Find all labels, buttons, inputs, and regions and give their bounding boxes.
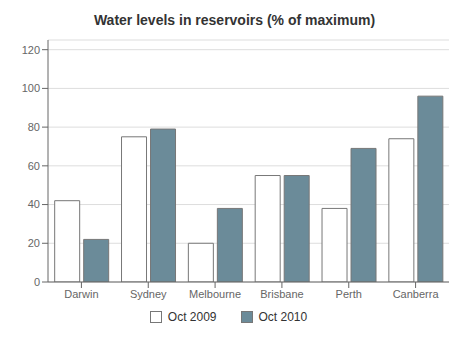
svg-text:20: 20 xyxy=(28,237,40,249)
svg-text:Melbourne: Melbourne xyxy=(189,288,241,300)
svg-text:0: 0 xyxy=(34,276,40,288)
html-text:Oct 2009: Oct 2009 xyxy=(167,310,217,324)
html-text:Water levels in reservoirs (%: Water levels in reservoirs (% of maximum… xyxy=(93,12,376,28)
svg-text:Canberra: Canberra xyxy=(393,288,440,300)
svg-text:120: 120 xyxy=(22,44,40,56)
svg-text:60: 60 xyxy=(28,160,40,172)
svg-text:80: 80 xyxy=(28,121,40,133)
svg-text:Sydney: Sydney xyxy=(130,288,167,300)
html-text:Oct 2010: Oct 2010 xyxy=(258,310,308,324)
svg-text:Perth: Perth xyxy=(336,288,362,300)
svg-text:100: 100 xyxy=(22,82,40,94)
svg-text:Brisbane: Brisbane xyxy=(260,288,303,300)
svg-text:Darwin: Darwin xyxy=(64,288,98,300)
svg-text:40: 40 xyxy=(28,198,40,210)
